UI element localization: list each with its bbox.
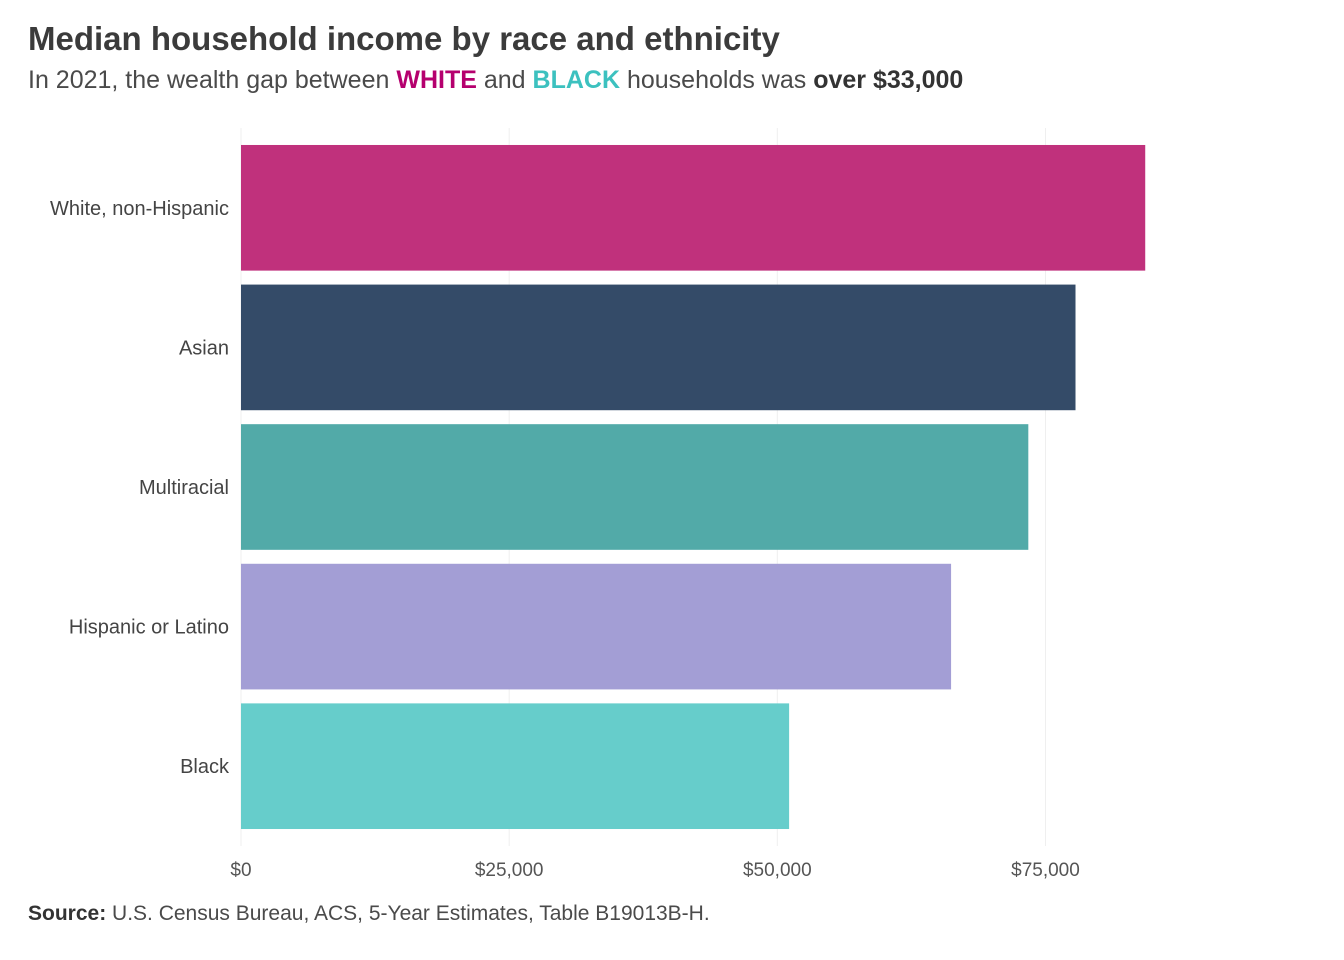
chart-title: Median household income by race and ethn…: [28, 20, 780, 57]
x-axis-ticks: $0 $25,000 $50,000 $75,000: [230, 860, 1079, 881]
category-labels: White, non-Hispanic Asian Multiracial Hispa…: [50, 198, 230, 778]
bar: [241, 284, 1076, 411]
bar: [241, 144, 1146, 271]
subtitle-white-highlight: WHITE: [396, 66, 477, 94]
x-tick-label: $25,000: [475, 860, 544, 881]
source-note: Source: U.S. Census Bureau, ACS, 5-Year …: [28, 902, 710, 926]
category-label: Black: [180, 756, 230, 778]
bar: [241, 424, 1029, 550]
x-tick-label: $0: [230, 860, 251, 881]
category-label: Asian: [179, 337, 229, 359]
category-label: Hispanic or Latino: [69, 617, 229, 639]
subtitle-intro: In 2021, the wealth gap between: [28, 66, 390, 94]
category-label: Multiracial: [139, 477, 229, 499]
subtitle-black-highlight: BLACK: [532, 66, 621, 94]
chart-subtitle: In 2021, the wealth gap between WHITE an…: [28, 66, 963, 95]
bar: [241, 563, 952, 690]
subtitle-middle: households was: [626, 66, 807, 94]
bars: [241, 144, 1146, 830]
x-tick-label: $50,000: [743, 860, 812, 881]
source-label: Source:: [28, 902, 107, 925]
subtitle-amount: over $33,000: [813, 66, 964, 94]
category-label: White, non-Hispanic: [50, 198, 229, 220]
source-text: U.S. Census Bureau, ACS, 5-Year Estimate…: [112, 902, 710, 925]
bar: [241, 703, 790, 830]
subtitle-and: and: [483, 66, 526, 94]
x-tick-label: $75,000: [1011, 860, 1080, 881]
